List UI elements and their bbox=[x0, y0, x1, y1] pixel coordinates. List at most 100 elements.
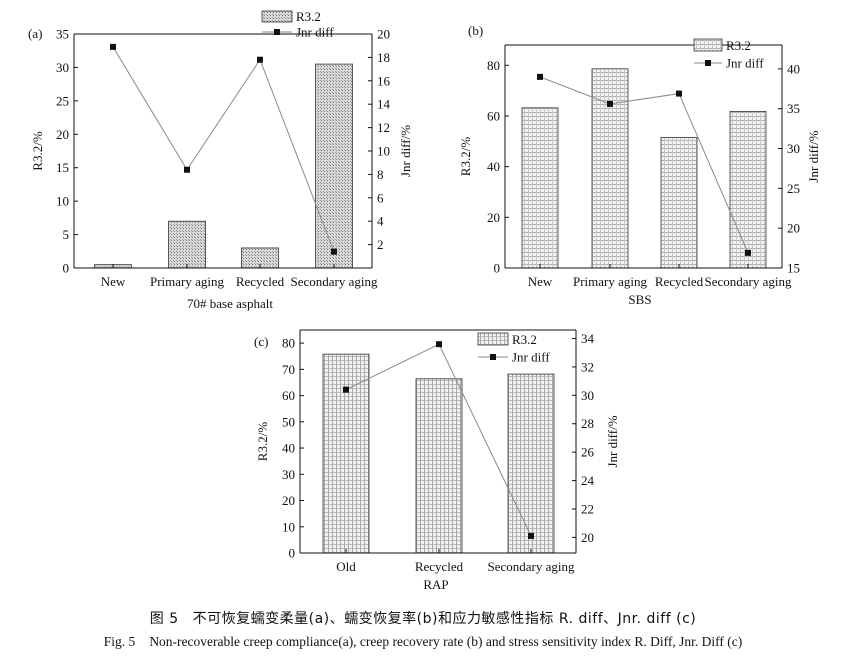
legend-marker-jnr bbox=[705, 60, 711, 66]
y2-axis-title: Jnr diff/% bbox=[806, 130, 821, 182]
y2-tick-label: 20 bbox=[581, 530, 594, 545]
jnr-diff-line bbox=[112, 46, 335, 252]
y-tick-label: 20 bbox=[56, 127, 69, 142]
y-tick-label: 10 bbox=[282, 519, 295, 534]
x-axis-title: RAP bbox=[423, 577, 448, 592]
bar-r32-secondary-aging bbox=[315, 63, 353, 269]
bar-r32-secondary-aging bbox=[507, 373, 555, 554]
y-tick-label: 30 bbox=[282, 467, 295, 482]
y-tick-label: 40 bbox=[282, 441, 295, 456]
x-category-label: Old bbox=[336, 559, 356, 574]
y2-tick-label: 20 bbox=[787, 221, 800, 236]
caption-chinese-label: 图 5 bbox=[149, 611, 179, 627]
legend-marker-jnr bbox=[274, 29, 280, 35]
y2-tick-label: 15 bbox=[787, 261, 800, 276]
jnr-diff-point-recycled bbox=[676, 90, 682, 97]
y-tick-label: 20 bbox=[487, 210, 500, 225]
y-tick-label: 40 bbox=[487, 159, 500, 174]
y2-tick-label: 24 bbox=[581, 473, 595, 488]
y-tick-label: 10 bbox=[56, 194, 69, 209]
jnr-diff-point-secondary-aging bbox=[528, 532, 534, 539]
x-category-label: New bbox=[101, 274, 126, 289]
y-tick-label: 35 bbox=[56, 27, 69, 42]
panel-label: (b) bbox=[468, 23, 483, 38]
y2-tick-label: 28 bbox=[581, 416, 594, 431]
y2-tick-label: 16 bbox=[377, 73, 391, 88]
y-tick-label: 15 bbox=[56, 160, 69, 175]
x-axis-title: 70# base asphalt bbox=[187, 296, 273, 311]
chart-panel-1: 0 5 10 15 20 25 30 35 2 4 6 8 10 12 14 16 18 20 New Primary… bbox=[28, 9, 413, 311]
legend-swatch-r32 bbox=[477, 332, 509, 346]
caption-chinese-text: 不可恢复蠕变柔量(a)、蠕变恢复率(b)和应力敏感性指标 R. diff、Jnr… bbox=[192, 611, 697, 627]
bar-r32-secondary-aging bbox=[729, 110, 767, 269]
y2-tick-label: 18 bbox=[377, 50, 390, 65]
chart-panel-3: 0 10 20 30 40 50 60 70 80 20 22 24 26 28 30 32 34 Old Recy… bbox=[254, 329, 620, 592]
y2-tick-label: 25 bbox=[787, 181, 800, 196]
jnr-diff-point-old bbox=[343, 386, 349, 393]
x-category-label: Secondary aging bbox=[704, 274, 792, 289]
y-tick-label: 60 bbox=[282, 388, 295, 403]
panel-label: (c) bbox=[254, 334, 268, 349]
x-category-label: New bbox=[528, 274, 553, 289]
y2-tick-label: 30 bbox=[787, 141, 800, 156]
y-tick-label: 70 bbox=[282, 362, 295, 377]
y2-tick-label: 14 bbox=[377, 97, 391, 112]
y-axis-title: R3.2/% bbox=[30, 131, 45, 171]
chart-panel-2: 0 20 40 60 80 15 20 25 30 35 40 New Primary aging Rec… bbox=[458, 23, 821, 307]
legend-label-r32: R3.2 bbox=[296, 9, 321, 24]
legend-label-r32: R3.2 bbox=[726, 38, 751, 53]
y-axis-title: R3.2/% bbox=[255, 422, 270, 462]
y2-tick-label: 32 bbox=[581, 359, 594, 374]
jnr-diff-point-recycled bbox=[257, 56, 263, 63]
legend-label-jnr: Jnr diff bbox=[726, 56, 764, 71]
caption-english: Fig. 5 Non-recoverable creep compliance(a… bbox=[0, 634, 846, 650]
legend-label-jnr: Jnr diff bbox=[512, 350, 550, 365]
y2-tick-label: 6 bbox=[377, 190, 384, 205]
bar-r32-new bbox=[521, 107, 559, 269]
y-tick-label: 80 bbox=[282, 336, 295, 351]
y-tick-label: 25 bbox=[56, 93, 69, 108]
x-category-label: Secondary aging bbox=[487, 559, 575, 574]
jnr-diff-line bbox=[539, 76, 749, 254]
jnr-diff-point-secondary-aging bbox=[745, 249, 751, 256]
x-axis-title: SBS bbox=[628, 292, 651, 307]
y2-tick-label: 34 bbox=[581, 331, 595, 346]
jnr-diff-point-primary-aging bbox=[184, 166, 190, 173]
y-tick-label: 0 bbox=[289, 546, 296, 561]
y2-tick-label: 4 bbox=[377, 214, 384, 229]
y2-tick-label: 12 bbox=[377, 120, 390, 135]
y2-tick-label: 2 bbox=[377, 237, 384, 252]
y-tick-label: 80 bbox=[487, 58, 500, 73]
x-category-label: Secondary aging bbox=[290, 274, 378, 289]
y2-tick-label: 8 bbox=[377, 167, 384, 182]
x-category-label: Primary aging bbox=[573, 274, 648, 289]
legend-label-r32: R3.2 bbox=[512, 332, 537, 347]
y-tick-label: 0 bbox=[494, 261, 501, 276]
caption-chinese: 图 5 不可恢复蠕变柔量(a)、蠕变恢复率(b)和应力敏感性指标 R. diff、… bbox=[0, 608, 846, 628]
y-tick-label: 60 bbox=[487, 108, 500, 123]
bar-r32-old bbox=[322, 353, 370, 554]
panel-label: (a) bbox=[28, 26, 42, 41]
y2-tick-label: 10 bbox=[377, 144, 390, 159]
x-category-label: Recycled bbox=[655, 274, 704, 289]
y2-axis-title: Jnr diff/% bbox=[398, 125, 413, 177]
caption-english-label: Fig. 5 bbox=[103, 634, 136, 649]
y2-tick-label: 40 bbox=[787, 61, 800, 76]
jnr-diff-point-primary-aging bbox=[607, 100, 613, 107]
y2-tick-label: 35 bbox=[787, 101, 800, 116]
legend-swatch-r32 bbox=[693, 38, 723, 52]
jnr-diff-point-secondary-aging bbox=[331, 248, 337, 255]
y2-tick-label: 20 bbox=[377, 27, 390, 42]
bar-r32-recycled bbox=[660, 137, 698, 269]
legend-swatch-r32 bbox=[261, 10, 293, 23]
jnr-diff-point-recycled bbox=[436, 341, 442, 348]
legend-label-jnr: Jnr diff bbox=[296, 25, 334, 40]
jnr-diff-point-new bbox=[110, 43, 116, 50]
y-tick-label: 30 bbox=[56, 60, 69, 75]
y-axis-title: R3.2/% bbox=[458, 137, 473, 177]
jnr-diff-point-new bbox=[537, 73, 543, 80]
bar-r32-primary-aging bbox=[168, 220, 206, 269]
bar-r32-recycled bbox=[415, 378, 463, 554]
legend-marker-jnr bbox=[490, 354, 496, 360]
